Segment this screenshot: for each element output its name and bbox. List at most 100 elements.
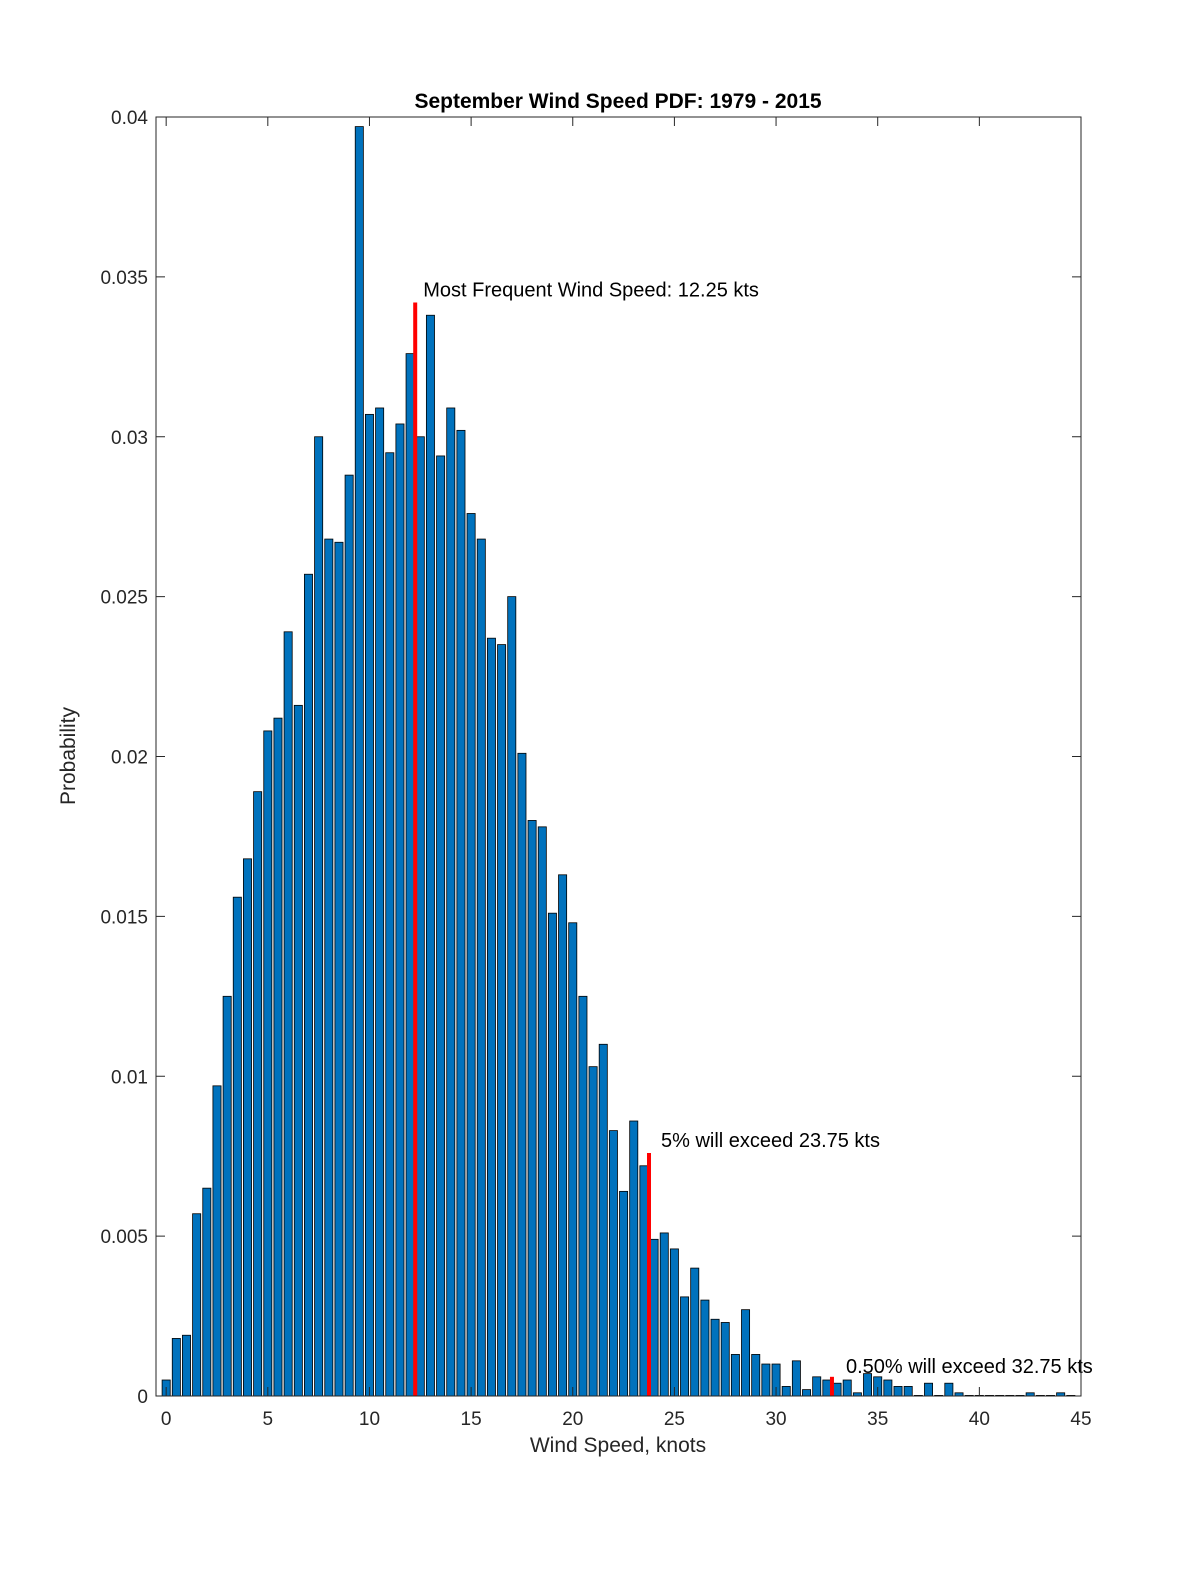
- histogram-bar: [547, 912, 557, 1397]
- histogram-bar: [669, 1248, 679, 1397]
- x-tick-label: 15: [461, 1409, 482, 1430]
- histogram-bar: [812, 1376, 822, 1397]
- histogram-bar: [436, 455, 446, 1397]
- histogram-bar: [476, 538, 486, 1397]
- histogram-bar: [690, 1267, 700, 1397]
- threshold-annotation: 5% will exceed 23.75 kts: [661, 1130, 880, 1152]
- x-tick-label: 5: [263, 1409, 274, 1430]
- histogram-bar: [334, 541, 344, 1397]
- y-tick-label: 0.02: [111, 748, 148, 769]
- histogram-bar: [568, 922, 578, 1397]
- histogram-bar: [395, 423, 405, 1397]
- histogram-bar: [893, 1386, 903, 1397]
- histogram-bar: [730, 1354, 740, 1397]
- histogram-bar: [415, 436, 425, 1397]
- histogram-bar: [608, 1130, 618, 1397]
- markers-layer: Most Frequent Wind Speed: 12.25 kts 5% wi…: [413, 279, 1093, 1396]
- y-axis-label: Probability: [57, 706, 80, 805]
- histogram-bar: [354, 126, 364, 1397]
- y-tick-label: 0.025: [100, 588, 148, 609]
- histogram-bar: [466, 513, 476, 1397]
- histogram-bar: [781, 1386, 791, 1397]
- histogram-bar: [283, 631, 293, 1397]
- histogram-bar: [375, 407, 385, 1397]
- x-tick-label: 30: [765, 1409, 786, 1430]
- histogram-bar: [659, 1232, 669, 1397]
- histogram-bar: [314, 436, 324, 1397]
- histogram-bar: [222, 995, 232, 1397]
- y-tick-label: 0.015: [100, 907, 148, 928]
- y-tick-label: 0.03: [111, 428, 148, 449]
- x-axis-label: Wind Speed, knots: [530, 1434, 706, 1457]
- histogram-bar: [405, 353, 415, 1397]
- histogram-bar: [324, 538, 334, 1397]
- histogram-bar: [883, 1379, 893, 1397]
- histogram-bar: [304, 573, 313, 1397]
- histogram-bar: [588, 1066, 598, 1397]
- histogram-bar: [578, 995, 588, 1397]
- histogram-bar: [273, 717, 283, 1397]
- histogram-bar: [629, 1120, 639, 1397]
- histogram-bar: [486, 637, 496, 1397]
- histogram-bar: [802, 1389, 812, 1397]
- histogram-bar: [700, 1299, 710, 1397]
- histogram-bar: [446, 407, 456, 1397]
- y-tick-label: 0.005: [100, 1227, 148, 1248]
- histogram-bar: [619, 1190, 629, 1397]
- y-tick-label: 0: [137, 1387, 148, 1408]
- y-tick-label: 0.035: [100, 268, 148, 289]
- x-tick-label: 45: [1070, 1409, 1091, 1430]
- x-tick-label: 10: [359, 1409, 380, 1430]
- x-tick-label: 25: [664, 1409, 685, 1430]
- histogram-bar: [517, 752, 527, 1397]
- histogram-bar: [649, 1238, 659, 1397]
- y-axis-ticks: 0 0.005 0.01 0.015 0.02 0.025 0.03 0.035 0.04: [100, 108, 1081, 1408]
- histogram-bar: [822, 1379, 832, 1397]
- histogram-bar: [385, 452, 395, 1397]
- histogram-bar: [497, 644, 507, 1397]
- threshold-annotation: Most Frequent Wind Speed: 12.25 kts: [423, 279, 759, 301]
- chart-title: September Wind Speed PDF: 1979 - 2015: [414, 90, 821, 113]
- histogram-bar: [842, 1379, 852, 1397]
- histogram-bar: [832, 1382, 842, 1397]
- histogram-bar: [537, 826, 547, 1397]
- histogram-bar: [456, 429, 466, 1397]
- histogram-bar: [924, 1382, 933, 1397]
- histogram-bar: [253, 791, 263, 1397]
- histogram-bar: [212, 1085, 222, 1397]
- threshold-annotation: 0.50% will exceed 32.75 kts: [846, 1356, 1093, 1378]
- histogram-bar: [903, 1386, 913, 1397]
- x-axis-ticks: 0 5 10 15 20 25 30 35 40 45: [161, 117, 1092, 1430]
- histogram-bar: [232, 896, 242, 1397]
- histogram-bar: [639, 1165, 649, 1397]
- histogram-bar: [598, 1043, 608, 1397]
- histogram-bar: [243, 858, 252, 1397]
- histogram-bar: [263, 730, 273, 1397]
- histogram-bar: [364, 413, 374, 1397]
- histogram-bar: [182, 1334, 191, 1397]
- histogram-bar: [680, 1296, 690, 1397]
- y-tick-label: 0.01: [111, 1067, 148, 1088]
- histogram-bar: [344, 474, 354, 1397]
- x-tick-label: 20: [562, 1409, 583, 1430]
- histogram-bar: [192, 1213, 202, 1397]
- histogram-bar: [293, 704, 303, 1397]
- histogram-bar: [558, 874, 568, 1397]
- x-tick-label: 35: [867, 1409, 888, 1430]
- histogram-bar: [425, 314, 435, 1397]
- histogram-bar: [710, 1318, 720, 1397]
- y-tick-label: 0.04: [111, 108, 148, 129]
- histogram-bar: [751, 1354, 761, 1397]
- histogram-bar: [720, 1322, 730, 1397]
- histogram-bar: [761, 1363, 771, 1397]
- histogram-bar: [741, 1309, 751, 1397]
- histogram-bar: [944, 1382, 954, 1397]
- x-tick-label: 0: [161, 1409, 172, 1430]
- histogram-bar: [202, 1187, 212, 1397]
- x-tick-label: 40: [969, 1409, 990, 1430]
- histogram-bar: [791, 1360, 801, 1397]
- histogram-bar: [507, 596, 517, 1397]
- histogram-bar: [171, 1338, 181, 1397]
- histogram-bar: [527, 820, 537, 1397]
